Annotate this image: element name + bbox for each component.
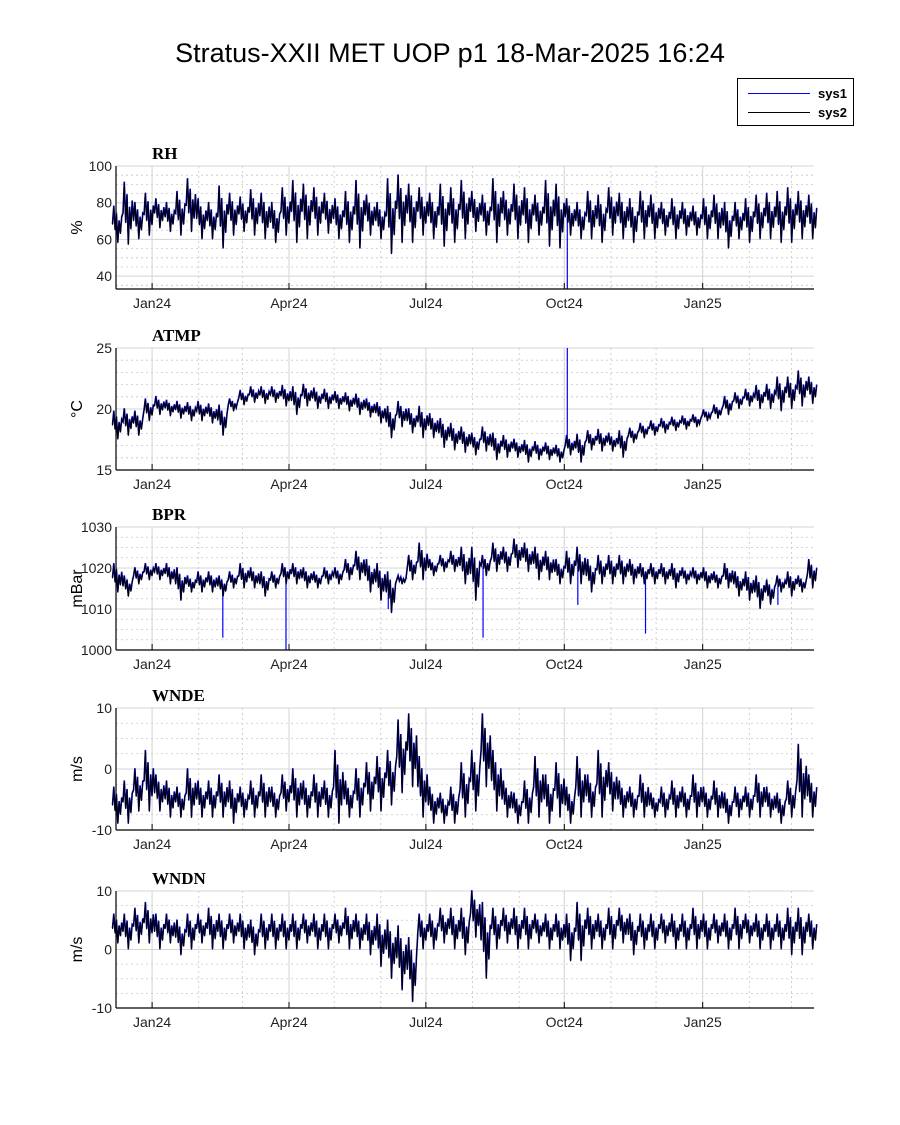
y-tick-label: 10 — [96, 883, 112, 899]
panel-atmp: Jan24 Apr24 Jul24 Oct24 Jan25 15 20 25 ATMP °C — [69, 326, 818, 492]
y-tick-label: 80 — [96, 195, 112, 211]
x-tick-label: Jan24 — [133, 836, 171, 852]
panel-title: ATMP — [152, 326, 201, 345]
y-tick-label: 100 — [89, 158, 113, 174]
legend-entry-sys1: sys1 — [748, 85, 847, 101]
x-tick-label: Oct24 — [546, 836, 584, 852]
x-tick-label: Jan25 — [684, 656, 722, 672]
y-tick-label: 60 — [96, 231, 112, 247]
legend-label-sys1: sys1 — [818, 85, 847, 101]
legend-entry-sys2: sys2 — [748, 104, 847, 120]
y-tick-label: 0 — [104, 761, 112, 777]
x-tick-label: Apr24 — [270, 656, 308, 672]
x-tick-label: Jul24 — [409, 295, 443, 311]
legend-label-sys2: sys2 — [818, 104, 847, 120]
series-sys2-line — [111, 175, 818, 255]
panel-title: BPR — [152, 505, 187, 524]
y-tick-label: 1000 — [81, 642, 112, 658]
y-tick-label: 1030 — [81, 519, 112, 535]
x-tick-label: Jan25 — [684, 836, 722, 852]
x-tick-label: Apr24 — [270, 1014, 308, 1030]
x-tick-label: Jan24 — [133, 476, 171, 492]
x-tick-label: Jan25 — [684, 1014, 722, 1030]
y-axis-label: mBar — [69, 569, 86, 608]
x-tick-label: Jan25 — [684, 476, 722, 492]
y-tick-label: 0 — [104, 942, 112, 958]
y-axis-label: °C — [69, 400, 86, 418]
y-tick-label: 20 — [96, 401, 112, 417]
y-tick-label: 15 — [96, 462, 112, 478]
y-tick-label: -10 — [92, 1000, 112, 1016]
x-tick-label: Jan24 — [133, 656, 171, 672]
legend: sys1 sys2 — [737, 78, 854, 126]
x-tick-label: Oct24 — [546, 476, 584, 492]
x-tick-label: Jul24 — [409, 476, 443, 492]
panel-wndn: Jan24 Apr24 Jul24 Oct24 Jan25 -10 0 10 WNDN m/s — [69, 869, 818, 1030]
y-tick-label: -10 — [92, 822, 112, 838]
x-tick-label: Jan24 — [133, 1014, 171, 1030]
y-axis-label: m/s — [69, 937, 86, 963]
x-tick-label: Jul24 — [409, 836, 443, 852]
x-tick-label: Jul24 — [409, 1014, 443, 1030]
x-tick-label: Apr24 — [270, 836, 308, 852]
legend-line-sys1 — [748, 92, 810, 94]
y-tick-label: 40 — [96, 268, 112, 284]
panel-title: WNDE — [152, 686, 205, 705]
legend-line-sys2 — [748, 111, 810, 113]
y-tick-label: 1020 — [81, 560, 112, 576]
series-sys2-line — [111, 890, 818, 1003]
panel-bpr: Jan24 Apr24 Jul24 Oct24 Jan25 1000 1010 1020 103… — [69, 505, 818, 672]
series-sys2-line — [111, 539, 818, 614]
y-tick-label: 25 — [96, 340, 112, 356]
series-sys2-line — [111, 371, 818, 463]
x-tick-label: Oct24 — [546, 295, 584, 311]
panel-title: WNDN — [152, 869, 207, 888]
panel-title: RH — [152, 144, 178, 163]
y-axis-label: % — [69, 220, 86, 234]
x-tick-label: Oct24 — [546, 656, 584, 672]
figure-title: Stratus-XXII MET UOP p1 18-Mar-2025 16:2… — [175, 38, 725, 68]
series-sys2-line — [111, 714, 818, 824]
x-tick-label: Apr24 — [270, 295, 308, 311]
panel-rh: Jan24 Apr24 Jul24 Oct24 Jan25 40 60 80 100 RH% — [69, 144, 818, 311]
y-axis-label: m/s — [69, 756, 86, 782]
y-tick-label: 1010 — [81, 601, 112, 617]
x-tick-label: Jan25 — [684, 295, 722, 311]
y-tick-label: 10 — [96, 700, 112, 716]
panel-wnde: Jan24 Apr24 Jul24 Oct24 Jan25 -10 0 10 WNDE m/s — [69, 686, 818, 852]
x-tick-label: Jan24 — [133, 295, 171, 311]
x-tick-label: Apr24 — [270, 476, 308, 492]
x-tick-label: Oct24 — [546, 1014, 584, 1030]
x-tick-label: Jul24 — [409, 656, 443, 672]
